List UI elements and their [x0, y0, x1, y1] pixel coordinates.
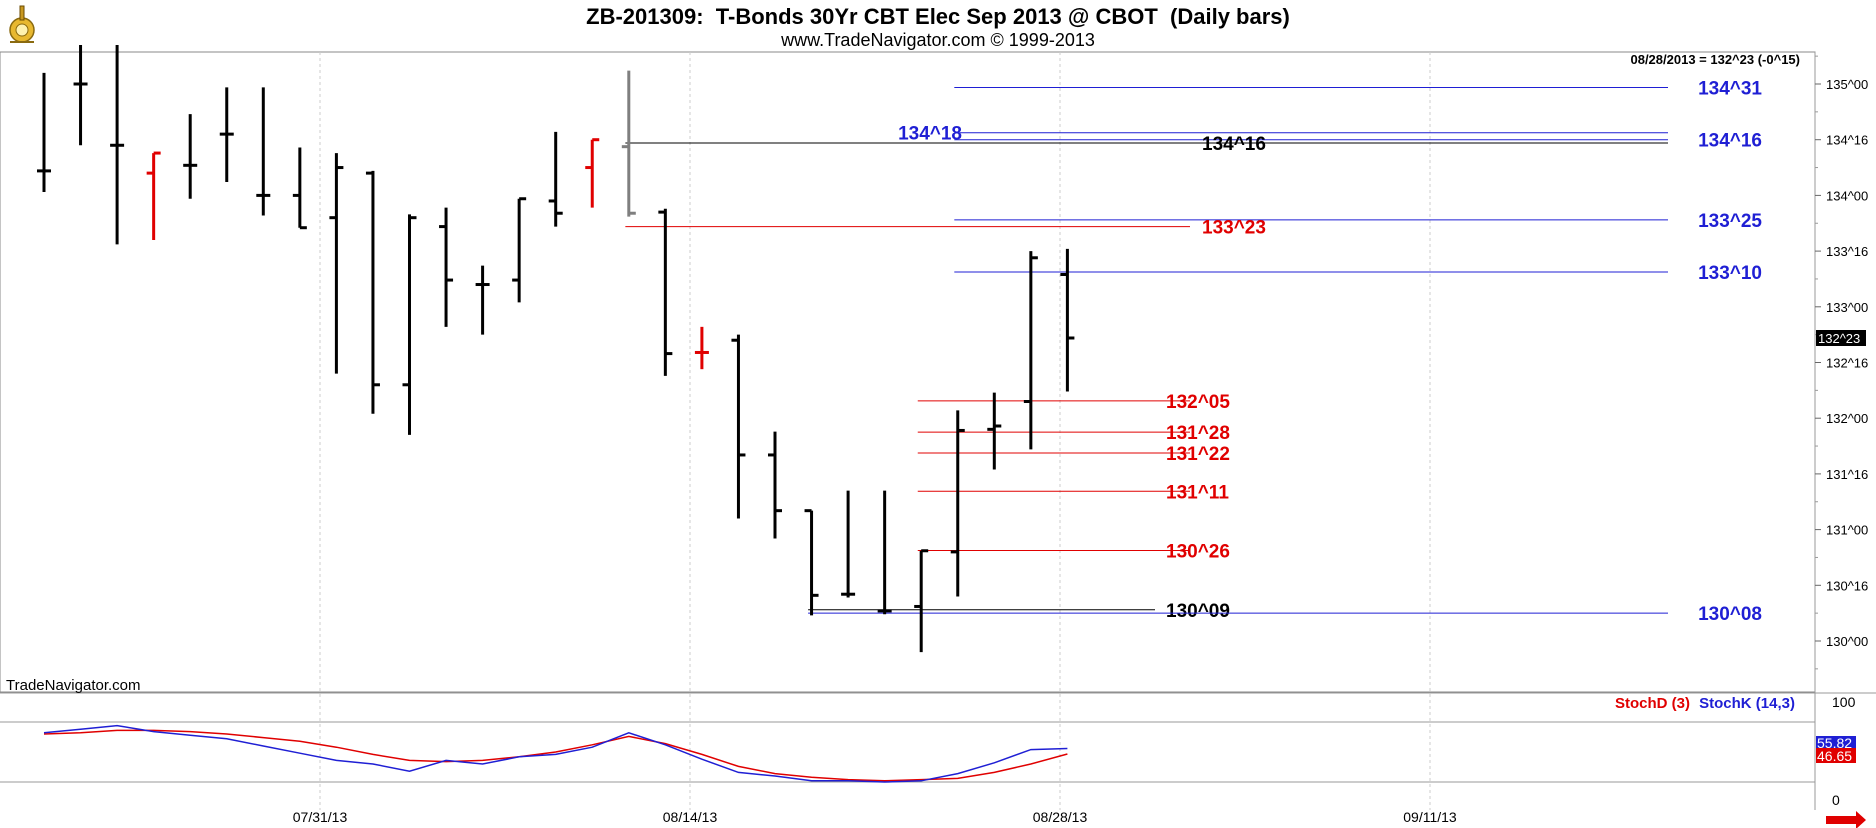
ohlc-bar — [585, 138, 600, 208]
price-axis: 135^00 134^16 134^00 133^16 133^00 132^16 132^… — [1815, 77, 1868, 649]
date-axis: 07/31/13 08/14/13 08/28/13 09/11/13 — [293, 809, 1457, 825]
level-label: 130^09 — [1166, 601, 1230, 622]
ohlc-bar — [183, 114, 198, 199]
date-tick-label: 08/14/13 — [663, 809, 718, 825]
ohlc-bar — [292, 147, 307, 230]
price-tick-label: 131^16 — [1826, 467, 1868, 482]
ohlc-bar — [877, 490, 892, 615]
sextant-logo-icon — [9, 5, 35, 43]
stochd-last-value: 46.65 — [1817, 748, 1852, 764]
stoch-tick-label: 100 — [1832, 694, 1856, 710]
price-tick-label: 134^16 — [1826, 133, 1868, 148]
price-tick-label: 130^00 — [1826, 634, 1868, 649]
ohlc-bar — [804, 509, 819, 616]
stochk-value-badge — [1816, 736, 1856, 750]
date-tick-label: 08/28/13 — [1033, 809, 1088, 825]
level-label: 134^31 — [1698, 78, 1762, 99]
legend-stochk: StochK (14,3) — [1699, 695, 1795, 712]
level-label: 134^16 — [1202, 134, 1266, 155]
price-tick-label: 132^16 — [1826, 356, 1868, 371]
level-label: 134^16 — [1698, 131, 1762, 152]
ohlc-bar — [110, 45, 125, 245]
price-tick-label: 133^00 — [1826, 300, 1868, 315]
ohlc-bar — [256, 87, 271, 216]
ohlc-bar — [402, 214, 417, 435]
level-label: 132^05 — [1166, 392, 1230, 413]
ohlc-bar — [73, 45, 88, 146]
ohlc-bar — [768, 431, 782, 539]
ohlc-bar — [950, 410, 965, 597]
ohlc-bar — [146, 151, 161, 240]
level-label: 131^11 — [1166, 482, 1229, 503]
level-label: 131^28 — [1166, 423, 1230, 444]
level-label: 133^25 — [1698, 211, 1762, 232]
ohlc-bar — [548, 131, 563, 227]
last-price-badge — [1816, 330, 1866, 346]
stochk-last-value: 55.82 — [1817, 735, 1852, 751]
level-label: 134^18 — [898, 124, 962, 145]
scroll-right-arrow-icon[interactable] — [1826, 811, 1866, 828]
stoch-tick-label: 0 — [1832, 792, 1840, 808]
last-price-label: 132^23 — [1818, 331, 1860, 346]
ohlc-bar — [621, 70, 636, 217]
stoch-line — [43, 729, 1068, 782]
price-tick-label: 133^16 — [1826, 244, 1868, 259]
ohlc-bar — [329, 153, 344, 374]
ohlc-bar — [365, 170, 380, 414]
ohlc-bar — [694, 326, 709, 370]
date-tick-label: 07/31/13 — [293, 809, 348, 825]
ohlc-bar — [1060, 248, 1075, 392]
ohlc-bar — [841, 490, 856, 598]
support-resistance-levels: 134^31 134^18 134^16 134^16 133^25 133^23 133^… — [625, 78, 1762, 625]
ohlc-bar — [658, 208, 673, 376]
ohlc-bar — [1023, 251, 1038, 450]
level-label: 133^10 — [1698, 263, 1762, 284]
watermark: TradeNavigator.com — [6, 677, 141, 694]
vertical-gridlines — [319, 52, 1431, 810]
chart-frame — [0, 51, 1876, 810]
ohlc-bar — [439, 207, 454, 327]
price-tick-label: 130^16 — [1826, 578, 1868, 593]
date-tick-label: 09/11/13 — [1403, 809, 1457, 825]
chart-title: ZB-201309: T-Bonds 30Yr CBT Elec Sep 201… — [586, 4, 1290, 29]
price-tick-label: 135^00 — [1826, 77, 1868, 92]
level-label: 130^26 — [1166, 541, 1230, 562]
price-tick-label: 132^00 — [1826, 411, 1868, 426]
last-bar-info: 08/28/2013 = 132^23 (-0^15) — [1630, 52, 1800, 67]
horizontal-gridlines — [1815, 55, 1818, 670]
legend-stochd: StochD (3) — [1615, 695, 1690, 712]
price-tick-label: 131^00 — [1826, 523, 1868, 538]
chart-subtitle: www.TradeNavigator.com © 1999-2013 — [781, 30, 1095, 50]
level-label: 130^08 — [1698, 604, 1762, 625]
level-label: 131^22 — [1166, 444, 1230, 465]
level-label: 133^23 — [1202, 218, 1266, 239]
ohlc-bar — [219, 87, 234, 183]
price-bars — [37, 45, 1075, 653]
ohlc-bar — [512, 197, 527, 303]
stoch-line — [43, 724, 1068, 783]
price-tick-label: 134^00 — [1826, 188, 1868, 203]
ohlc-bar — [914, 549, 929, 653]
ohlc-bar — [987, 392, 1002, 470]
stochd-value-badge — [1816, 748, 1856, 763]
ohlc-bar — [731, 334, 746, 519]
ohlc-bar — [37, 72, 51, 193]
ohlc-bar — [475, 265, 490, 335]
